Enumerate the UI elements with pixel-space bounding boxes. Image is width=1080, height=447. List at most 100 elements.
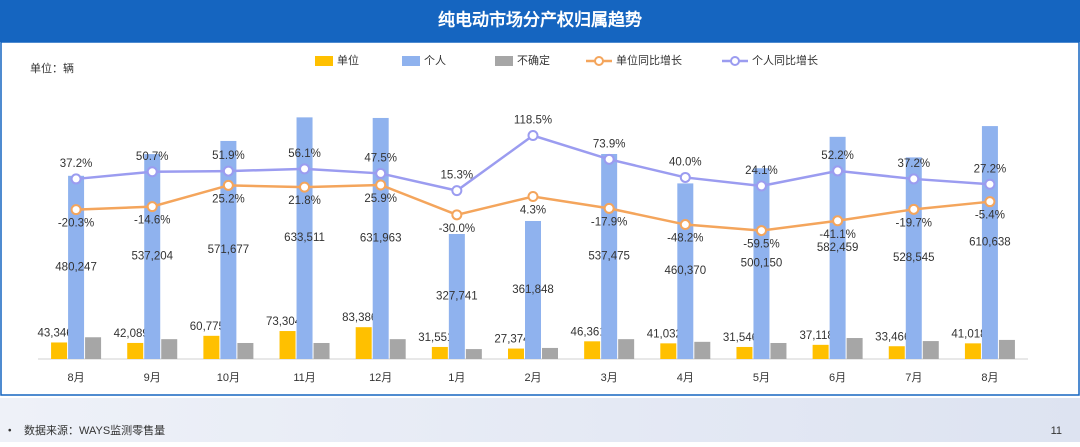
data-label: 51.9%: [212, 150, 245, 162]
data-label: 361,848: [512, 284, 554, 296]
line-point: [299, 181, 311, 193]
data-label: 528,545: [893, 252, 935, 264]
x-tick-label: 6月: [829, 372, 846, 384]
data-label: -5.4%: [975, 210, 1005, 222]
bar: [355, 327, 372, 359]
data-label: 537,204: [131, 251, 173, 263]
data-label: 15.3%: [441, 170, 474, 182]
data-label: 47.5%: [364, 152, 397, 164]
unit-label: 单位：辆: [30, 61, 74, 75]
bar: [85, 337, 102, 359]
bar: [542, 347, 558, 359]
line-point: [908, 173, 920, 185]
legend-marker: [730, 56, 740, 66]
line-point: [222, 165, 234, 177]
data-label: 582,459: [817, 242, 859, 254]
bar: [812, 344, 829, 359]
x-tick-label: 2月: [524, 372, 541, 384]
data-label: 31,551: [418, 332, 453, 344]
bar: [372, 117, 389, 359]
x-tick-label: 4月: [677, 372, 694, 384]
legend-label: 个人: [424, 54, 446, 67]
title-bar: [0, 0, 1080, 42]
data-label: 537,475: [588, 251, 630, 263]
bar: [694, 341, 711, 359]
data-label: 118.5%: [514, 115, 552, 127]
data-label: 43,346: [37, 327, 72, 339]
data-label: 56.1%: [288, 148, 321, 160]
x-tick-label: 11月: [293, 372, 315, 384]
data-label: 480,247: [55, 261, 97, 273]
legend-label: 不确定: [517, 53, 550, 67]
x-tick-label: 10月: [217, 372, 240, 384]
bar: [313, 342, 330, 359]
data-label: 37.2%: [60, 158, 93, 170]
line-point: [146, 166, 158, 178]
data-label: -19.7%: [896, 217, 932, 229]
bar: [465, 349, 482, 359]
data-label: 41,018: [951, 328, 986, 340]
data-label: 40.0%: [669, 156, 702, 168]
bar: [220, 140, 237, 359]
data-label: 27,374: [494, 334, 530, 346]
bar: [161, 339, 178, 359]
line-point: [527, 191, 539, 203]
data-label: 460,370: [665, 265, 707, 277]
bar: [618, 339, 635, 359]
data-label: 25.9%: [364, 193, 397, 205]
bar: [846, 338, 863, 359]
data-label: 24.1%: [745, 165, 778, 177]
data-label: 42,089: [114, 328, 149, 340]
data-label: 25.2%: [212, 193, 245, 205]
x-tick-label: 9月: [144, 372, 161, 384]
x-tick-label: 1月: [448, 372, 465, 384]
line-point: [70, 173, 82, 185]
bar: [389, 339, 406, 359]
footer-band: [0, 398, 1080, 442]
data-label: -59.5%: [743, 239, 779, 251]
line: [75, 134, 991, 192]
line-point: [984, 178, 996, 190]
data-label: 571,677: [208, 244, 250, 256]
data-label: -41.1%: [819, 229, 855, 241]
data-label: 50.7%: [136, 151, 169, 163]
data-label: 37.2%: [897, 158, 930, 170]
data-label: 631,963: [360, 233, 402, 245]
line-point: [984, 196, 996, 208]
bar: [296, 117, 313, 359]
line-point: [451, 209, 463, 221]
data-label: 33,466: [875, 331, 910, 343]
bar: [279, 331, 296, 359]
bar: [770, 342, 787, 359]
bar: [660, 343, 677, 359]
data-label: 4.3%: [520, 205, 546, 217]
data-label: 83,386: [342, 312, 377, 324]
x-tick-label: 7月: [905, 372, 922, 384]
line-point: [679, 171, 691, 183]
frame: [0, 41, 1080, 396]
data-label: -14.6%: [134, 215, 170, 227]
data-label: 327,741: [436, 291, 478, 303]
data-label: 60,775: [190, 321, 225, 333]
bar: [448, 233, 465, 359]
bullet: •: [8, 426, 12, 437]
bar: [829, 136, 846, 359]
line-point: [375, 167, 387, 179]
line-point: [832, 165, 844, 177]
line-point: [908, 203, 920, 215]
line-point: [70, 204, 82, 216]
legend-swatch: [315, 56, 333, 66]
data-label: 27.2%: [974, 163, 1007, 175]
data-label: 31,546: [723, 332, 758, 344]
data-label: 500,150: [741, 258, 783, 270]
legend-label: 单位同比增长: [616, 53, 682, 67]
line-point: [755, 225, 767, 237]
legend-label: 单位: [337, 53, 359, 67]
x-tick-label: 3月: [601, 372, 618, 384]
bar: [431, 346, 448, 359]
bar: [888, 346, 905, 359]
legend-label: 个人同比增长: [752, 53, 818, 67]
bar: [51, 342, 68, 359]
